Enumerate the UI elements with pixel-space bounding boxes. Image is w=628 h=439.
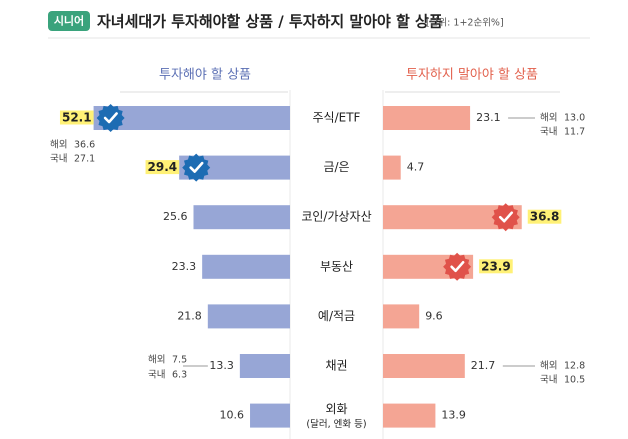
bar — [239, 354, 290, 378]
label-highlight — [59, 110, 94, 125]
check-mark — [189, 161, 204, 173]
breakdown-name: 국내 — [50, 154, 67, 165]
value-label: 36.8 — [530, 210, 560, 224]
breakdown-name: 해외 — [50, 139, 67, 151]
value-label: 9.6 — [425, 309, 443, 322]
value-label: 23.3 — [172, 260, 197, 273]
breakdown-value: 13.0 — [564, 113, 585, 124]
bar — [383, 403, 436, 428]
category-label: 채권 — [325, 359, 347, 373]
check-seal — [96, 104, 125, 132]
breakdown-name: 국내 — [148, 370, 165, 381]
unit-note: [단위: 1+2순위%] — [426, 17, 504, 29]
bar — [383, 304, 420, 329]
badge-bg — [48, 11, 90, 31]
value-label: 21.7 — [471, 359, 496, 372]
breakdown-value: 36.6 — [74, 140, 95, 151]
category-sublabel: (달러, 엔화 등) — [306, 418, 366, 430]
category-label: 부동산 — [320, 259, 353, 273]
check-mark — [450, 261, 465, 273]
check-seal — [491, 203, 520, 232]
breakdown-name: 국내 — [540, 127, 557, 138]
value-label: 4.7 — [407, 161, 425, 174]
value-label: 23.1 — [476, 111, 501, 124]
check-seal — [182, 153, 211, 182]
breakdown-value: 7.5 — [172, 355, 187, 366]
value-label: 10.6 — [220, 409, 245, 422]
value-label: 52.1 — [62, 111, 92, 125]
breakdown-name: 해외 — [540, 360, 557, 372]
breakdown-value: 10.5 — [564, 375, 585, 386]
check-mark — [498, 211, 514, 223]
value-label: 13.3 — [209, 359, 234, 372]
check-seal — [443, 252, 472, 281]
breakdown-value: 12.8 — [564, 361, 585, 372]
bar — [93, 106, 290, 130]
breakdown-value: 11.7 — [564, 127, 585, 138]
value-label: 25.6 — [163, 210, 188, 223]
category-label: 예/적금 — [318, 309, 355, 323]
bar — [193, 205, 290, 230]
value-label: 21.8 — [177, 309, 202, 322]
category-label: 외화 — [325, 402, 347, 416]
label-highlight — [479, 259, 513, 274]
category-label: 주식/ETF — [313, 111, 361, 125]
chart-title: 자녀세대가 투자해야할 상품 / 투자하지 말아야 할 상품 — [97, 13, 443, 31]
bar — [202, 254, 290, 279]
label-highlight — [527, 209, 562, 224]
category-label: 금/은 — [323, 160, 349, 174]
label-highlight — [145, 160, 180, 175]
value-label: 23.9 — [481, 259, 511, 273]
bar — [207, 304, 290, 329]
category-label: 코인/가상자산 — [301, 210, 371, 224]
breakdown-name: 해외 — [540, 112, 557, 124]
bar — [383, 354, 465, 378]
series-header: 투자하지 말아야 할 상품 — [406, 68, 538, 83]
series-header: 투자해야 할 상품 — [159, 68, 251, 83]
badge: 시니어 — [54, 14, 84, 28]
check-mark — [103, 112, 118, 124]
breakdown-name: 해외 — [148, 354, 165, 366]
bar — [383, 106, 471, 130]
bar — [250, 403, 290, 428]
breakdown-value: 27.1 — [74, 154, 95, 165]
value-label: 29.4 — [148, 160, 178, 174]
bar — [383, 155, 401, 180]
value-label: 13.9 — [441, 409, 466, 422]
breakdown-name: 국내 — [540, 375, 557, 386]
breakdown-value: 6.3 — [172, 370, 187, 381]
